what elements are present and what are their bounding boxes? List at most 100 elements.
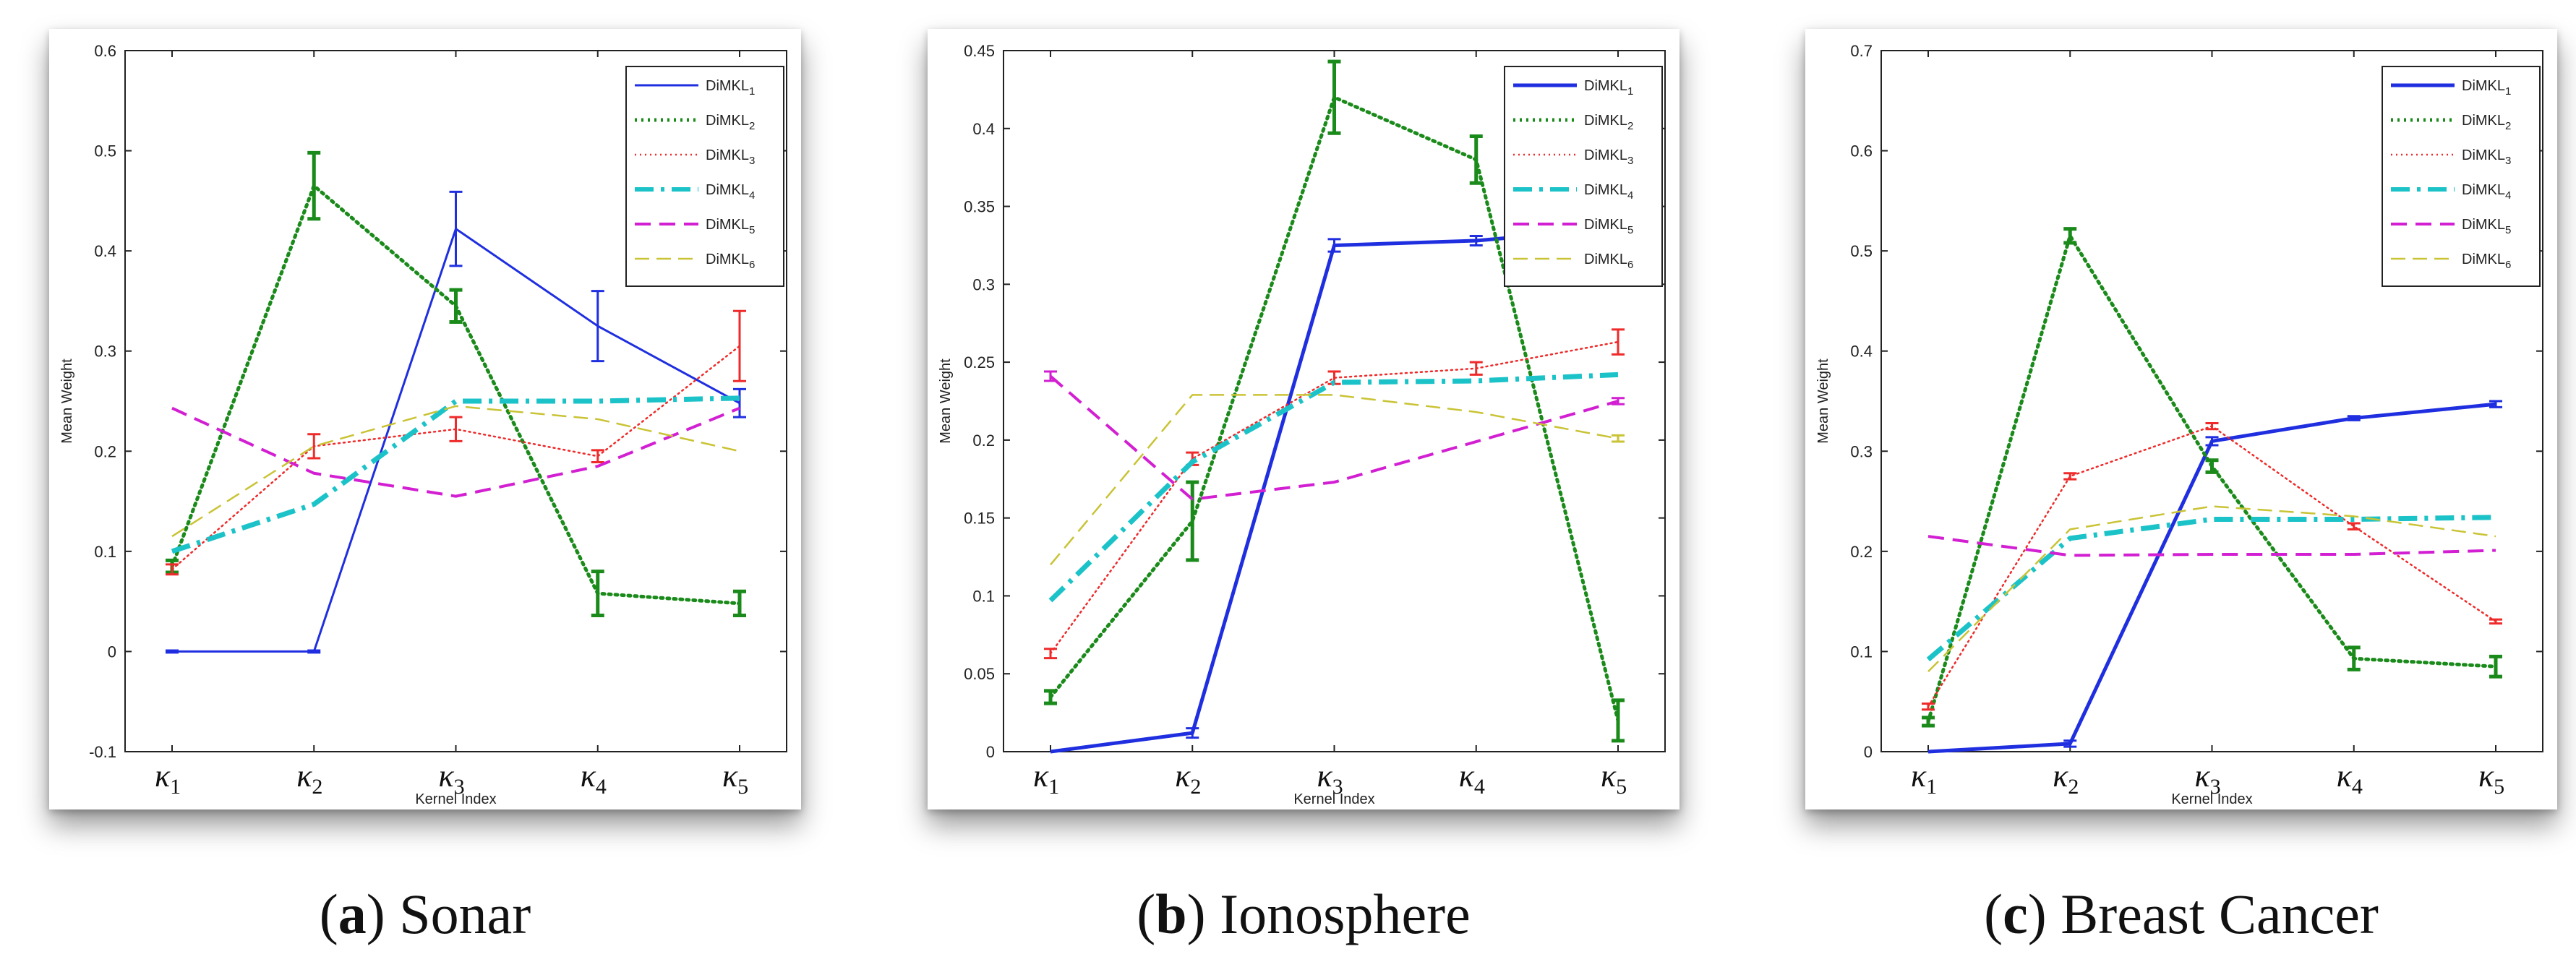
legend-label: DiMKL2 bbox=[706, 113, 755, 132]
x-tick-label: κ5 bbox=[722, 758, 748, 799]
error-bar bbox=[1186, 727, 1199, 739]
error-bar bbox=[2063, 739, 2077, 748]
error-bar bbox=[2063, 227, 2077, 245]
x-tick-label: κ1 bbox=[155, 758, 181, 799]
error-bar bbox=[1612, 328, 1625, 356]
error-bar bbox=[1612, 434, 1625, 443]
y-tick-label: 0.05 bbox=[964, 665, 995, 683]
caption-sonar: (a) Sonar bbox=[319, 882, 531, 945]
error-bar bbox=[166, 563, 179, 576]
x-axis-title: Kernel Index bbox=[415, 791, 496, 807]
y-tick-label: -0.1 bbox=[89, 743, 116, 761]
y-tick-label: 0.6 bbox=[94, 42, 116, 60]
legend-label: DiMKL3 bbox=[2462, 147, 2511, 167]
legend: DiMKL1 DiMKL2 DiMKL3 DiMKL4 DiMKL5 DiMKL6 bbox=[625, 66, 784, 287]
y-tick-label: 0.5 bbox=[1850, 242, 1873, 260]
y-tick-label: 0 bbox=[1864, 743, 1873, 761]
x-tick-label: κ2 bbox=[1175, 758, 1201, 799]
y-tick-label: 0.15 bbox=[964, 510, 995, 528]
error-bar bbox=[733, 309, 746, 382]
legend-label: DiMKL5 bbox=[2462, 217, 2511, 236]
legend-label: DiMKL5 bbox=[706, 217, 755, 236]
chart-panel-breast-cancer: 0 0.1 0.2 0.3 0.4 0.5 0.6 0.7 κ1 κ2 κ3 κ4 κ5 Kernel I… bbox=[1805, 29, 2557, 809]
x-axis-title: Kernel Index bbox=[2171, 791, 2252, 807]
legend: DiMKL1 DiMKL2 DiMKL3 DiMKL4 DiMKL5 DiMKL6 bbox=[1504, 66, 1663, 287]
legend-label: DiMKL4 bbox=[706, 182, 755, 202]
error-bar bbox=[1044, 370, 1057, 382]
x-tick-label: κ5 bbox=[2478, 758, 2504, 799]
y-tick-label: 0.3 bbox=[94, 343, 116, 361]
y-tick-label: 0.4 bbox=[94, 242, 116, 260]
x-tick-label: κ3 bbox=[438, 758, 464, 799]
legend-label: DiMKL3 bbox=[706, 147, 755, 167]
y-tick-label: 0.45 bbox=[964, 42, 995, 60]
error-bar bbox=[591, 570, 604, 618]
error-bar bbox=[1922, 716, 1935, 728]
y-axis-title: Mean Weight bbox=[938, 358, 954, 444]
error-bar bbox=[2205, 458, 2219, 474]
x-tick-label: κ1 bbox=[1033, 758, 1059, 799]
error-bar bbox=[1469, 134, 1483, 185]
error-bar bbox=[1612, 397, 1625, 405]
y-tick-label: 0.1 bbox=[972, 587, 995, 605]
x-tick-label: κ1 bbox=[1911, 758, 1937, 799]
caption-ionosphere: (b) Ionosphere bbox=[1137, 882, 1471, 945]
y-tick-label: 0.1 bbox=[1850, 643, 1873, 661]
y-tick-label: 0.2 bbox=[94, 442, 116, 460]
x-tick-label: κ3 bbox=[1317, 758, 1343, 799]
error-bar bbox=[307, 433, 321, 460]
legend-label: DiMKL4 bbox=[1584, 182, 1633, 202]
series-line-dimkl6 bbox=[1050, 394, 1619, 566]
error-bar bbox=[449, 190, 463, 267]
x-tick-label: κ2 bbox=[296, 758, 322, 799]
y-tick-label: 0.6 bbox=[1850, 142, 1873, 160]
error-bar bbox=[449, 288, 463, 325]
caption-breast-cancer: (c) Breast Cancer bbox=[1984, 882, 2379, 945]
legend-label: DiMKL6 bbox=[706, 252, 755, 271]
legend-label: DiMKL1 bbox=[1584, 78, 1633, 98]
series-line-dimkl4 bbox=[1926, 515, 2496, 662]
error-bar bbox=[1922, 702, 1935, 711]
error-bar bbox=[2489, 618, 2502, 625]
error-bar bbox=[449, 416, 463, 442]
y-tick-label: 0.2 bbox=[972, 431, 995, 450]
error-bar bbox=[1327, 238, 1341, 253]
error-bar bbox=[733, 589, 746, 618]
legend: DiMKL1 DiMKL2 DiMKL3 DiMKL4 DiMKL5 DiMKL6 bbox=[2382, 66, 2541, 287]
error-bar bbox=[2063, 472, 2077, 481]
error-bar bbox=[2489, 400, 2502, 408]
y-axis-title: Mean Weight bbox=[1815, 358, 1831, 444]
legend-label: DiMKL1 bbox=[706, 78, 755, 98]
series-line-dimkl5 bbox=[1927, 535, 2496, 557]
y-tick-label: 0.25 bbox=[964, 353, 995, 371]
error-bar bbox=[2205, 436, 2219, 447]
legend-label: DiMKL4 bbox=[2462, 182, 2511, 202]
error-bar bbox=[2347, 415, 2361, 421]
x-tick-label: κ4 bbox=[1459, 758, 1485, 799]
error-bar bbox=[733, 387, 746, 418]
y-tick-label: 0 bbox=[108, 643, 116, 661]
error-bar bbox=[1612, 698, 1625, 743]
chart-ionosphere: 0 0.05 0.1 0.15 0.2 0.25 0.3 0.35 0.4 0.45 κ1 κ2 κ3 κ… bbox=[938, 42, 1666, 807]
legend-label: DiMKL6 bbox=[1584, 252, 1633, 271]
x-tick-label: κ2 bbox=[2053, 758, 2079, 799]
legend-label: DiMKL5 bbox=[1584, 217, 1633, 236]
x-tick-label: κ5 bbox=[1601, 758, 1627, 799]
error-bar bbox=[2205, 421, 2219, 431]
series-line-dimkl6 bbox=[1927, 505, 2496, 673]
y-axis-title: Mean Weight bbox=[59, 358, 75, 444]
y-tick-label: 0.4 bbox=[972, 120, 995, 138]
error-bar bbox=[2347, 522, 2361, 531]
x-tick-label: κ3 bbox=[2194, 758, 2220, 799]
y-tick-label: 0.7 bbox=[1850, 42, 1873, 60]
error-bar bbox=[307, 150, 321, 221]
error-bar bbox=[591, 290, 604, 363]
legend-label: DiMKL3 bbox=[1584, 147, 1633, 167]
error-bar bbox=[591, 449, 604, 464]
x-axis-title: Kernel Index bbox=[1293, 791, 1374, 807]
chart-panel-ionosphere: 0 0.05 0.1 0.15 0.2 0.25 0.3 0.35 0.4 0.45 κ1 κ2 κ3 κ… bbox=[928, 29, 1679, 809]
legend-label: DiMKL2 bbox=[2462, 113, 2511, 132]
y-tick-label: 0.1 bbox=[94, 543, 116, 561]
y-tick-label: 0.35 bbox=[964, 198, 995, 216]
y-tick-label: 0.3 bbox=[1850, 442, 1873, 460]
